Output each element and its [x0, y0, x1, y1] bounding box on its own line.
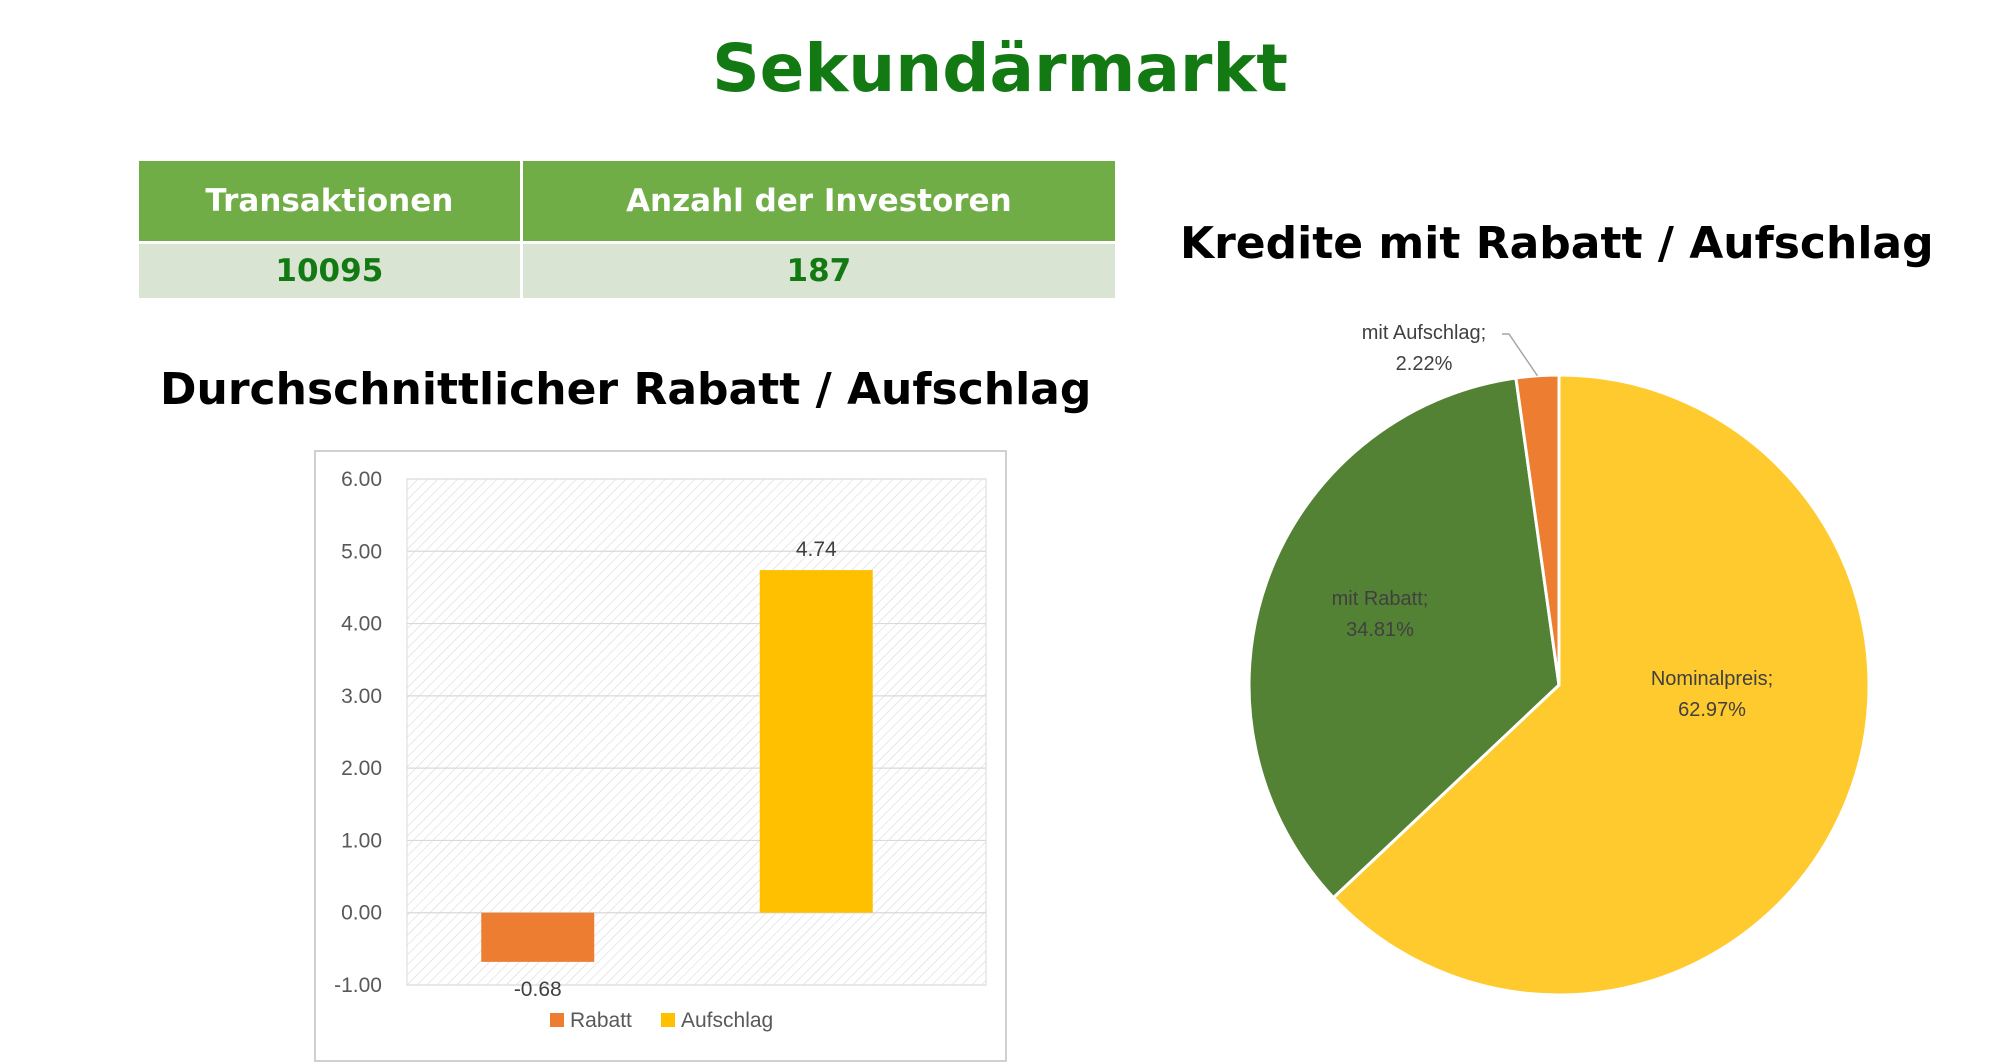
legend-swatch-aufschlag — [661, 1013, 675, 1027]
bar-chart-title: Durchschnittlicher Rabatt / Aufschlag — [160, 364, 1092, 415]
stats-table: Transaktionen Anzahl der Investoren 1009… — [136, 158, 1119, 301]
pie-label-value-mit-rabatt: 34.81% — [1346, 619, 1414, 641]
pie-slice-mit-aufschlag — [1514, 373, 1561, 686]
pie-leader-line — [1502, 333, 1539, 377]
value-anzahl-investoren: 187 — [519, 241, 1119, 301]
legend-label-aufschlag: Aufschlag — [681, 1009, 773, 1032]
pie-label-name-mit-aufschlag: mit Aufschlag; — [1362, 322, 1487, 344]
pie-chart-title: Kredite mit Rabatt / Aufschlag — [1180, 218, 1934, 269]
y-tick-label: 2.00 — [341, 757, 382, 780]
legend-label-rabatt: Rabatt — [570, 1009, 632, 1032]
pie-slice-mit-rabatt — [1247, 376, 1561, 900]
bar-chart-frame: 6.00 5.00 4.00 3.00 2.00 1.00 0.00 -1.00 -0.68 4.… — [314, 450, 1007, 1062]
y-tick-label: 4.00 — [341, 613, 382, 636]
y-tick-label: 5.00 — [341, 540, 382, 563]
plot-area — [406, 478, 987, 986]
pie-label-name-nominalpreis: Nominalpreis; — [1651, 668, 1773, 690]
y-tick-label: -1.00 — [334, 974, 382, 997]
bar-chart: 6.00 5.00 4.00 3.00 2.00 1.00 0.00 -1.00 -0.68 4.… — [334, 468, 987, 1032]
value-transaktionen: 10095 — [136, 241, 523, 301]
y-tick-label: 6.00 — [341, 468, 382, 491]
pie-label-value-mit-aufschlag: 2.22% — [1396, 353, 1453, 375]
y-tick-label: 0.00 — [341, 902, 382, 925]
header-anzahl-investoren: Anzahl der Investoren — [519, 158, 1119, 244]
y-tick-label: 3.00 — [341, 685, 382, 708]
pie-label-value-nominalpreis: 62.97% — [1678, 699, 1746, 721]
y-tick-label: 1.00 — [341, 829, 382, 852]
pie-slice-nominalpreis — [1331, 373, 1871, 997]
data-label-aufschlag: 4.74 — [796, 538, 837, 561]
bar-aufschlag — [759, 570, 873, 913]
pie-label-name-mit-rabatt: mit Rabatt; — [1332, 588, 1429, 610]
page-title: Sekundärmarkt — [712, 30, 1288, 107]
data-label-rabatt: -0.68 — [514, 978, 562, 1001]
header-transaktionen: Transaktionen — [136, 158, 523, 244]
bar-rabatt — [481, 912, 595, 962]
legend-swatch-rabatt — [550, 1013, 564, 1027]
